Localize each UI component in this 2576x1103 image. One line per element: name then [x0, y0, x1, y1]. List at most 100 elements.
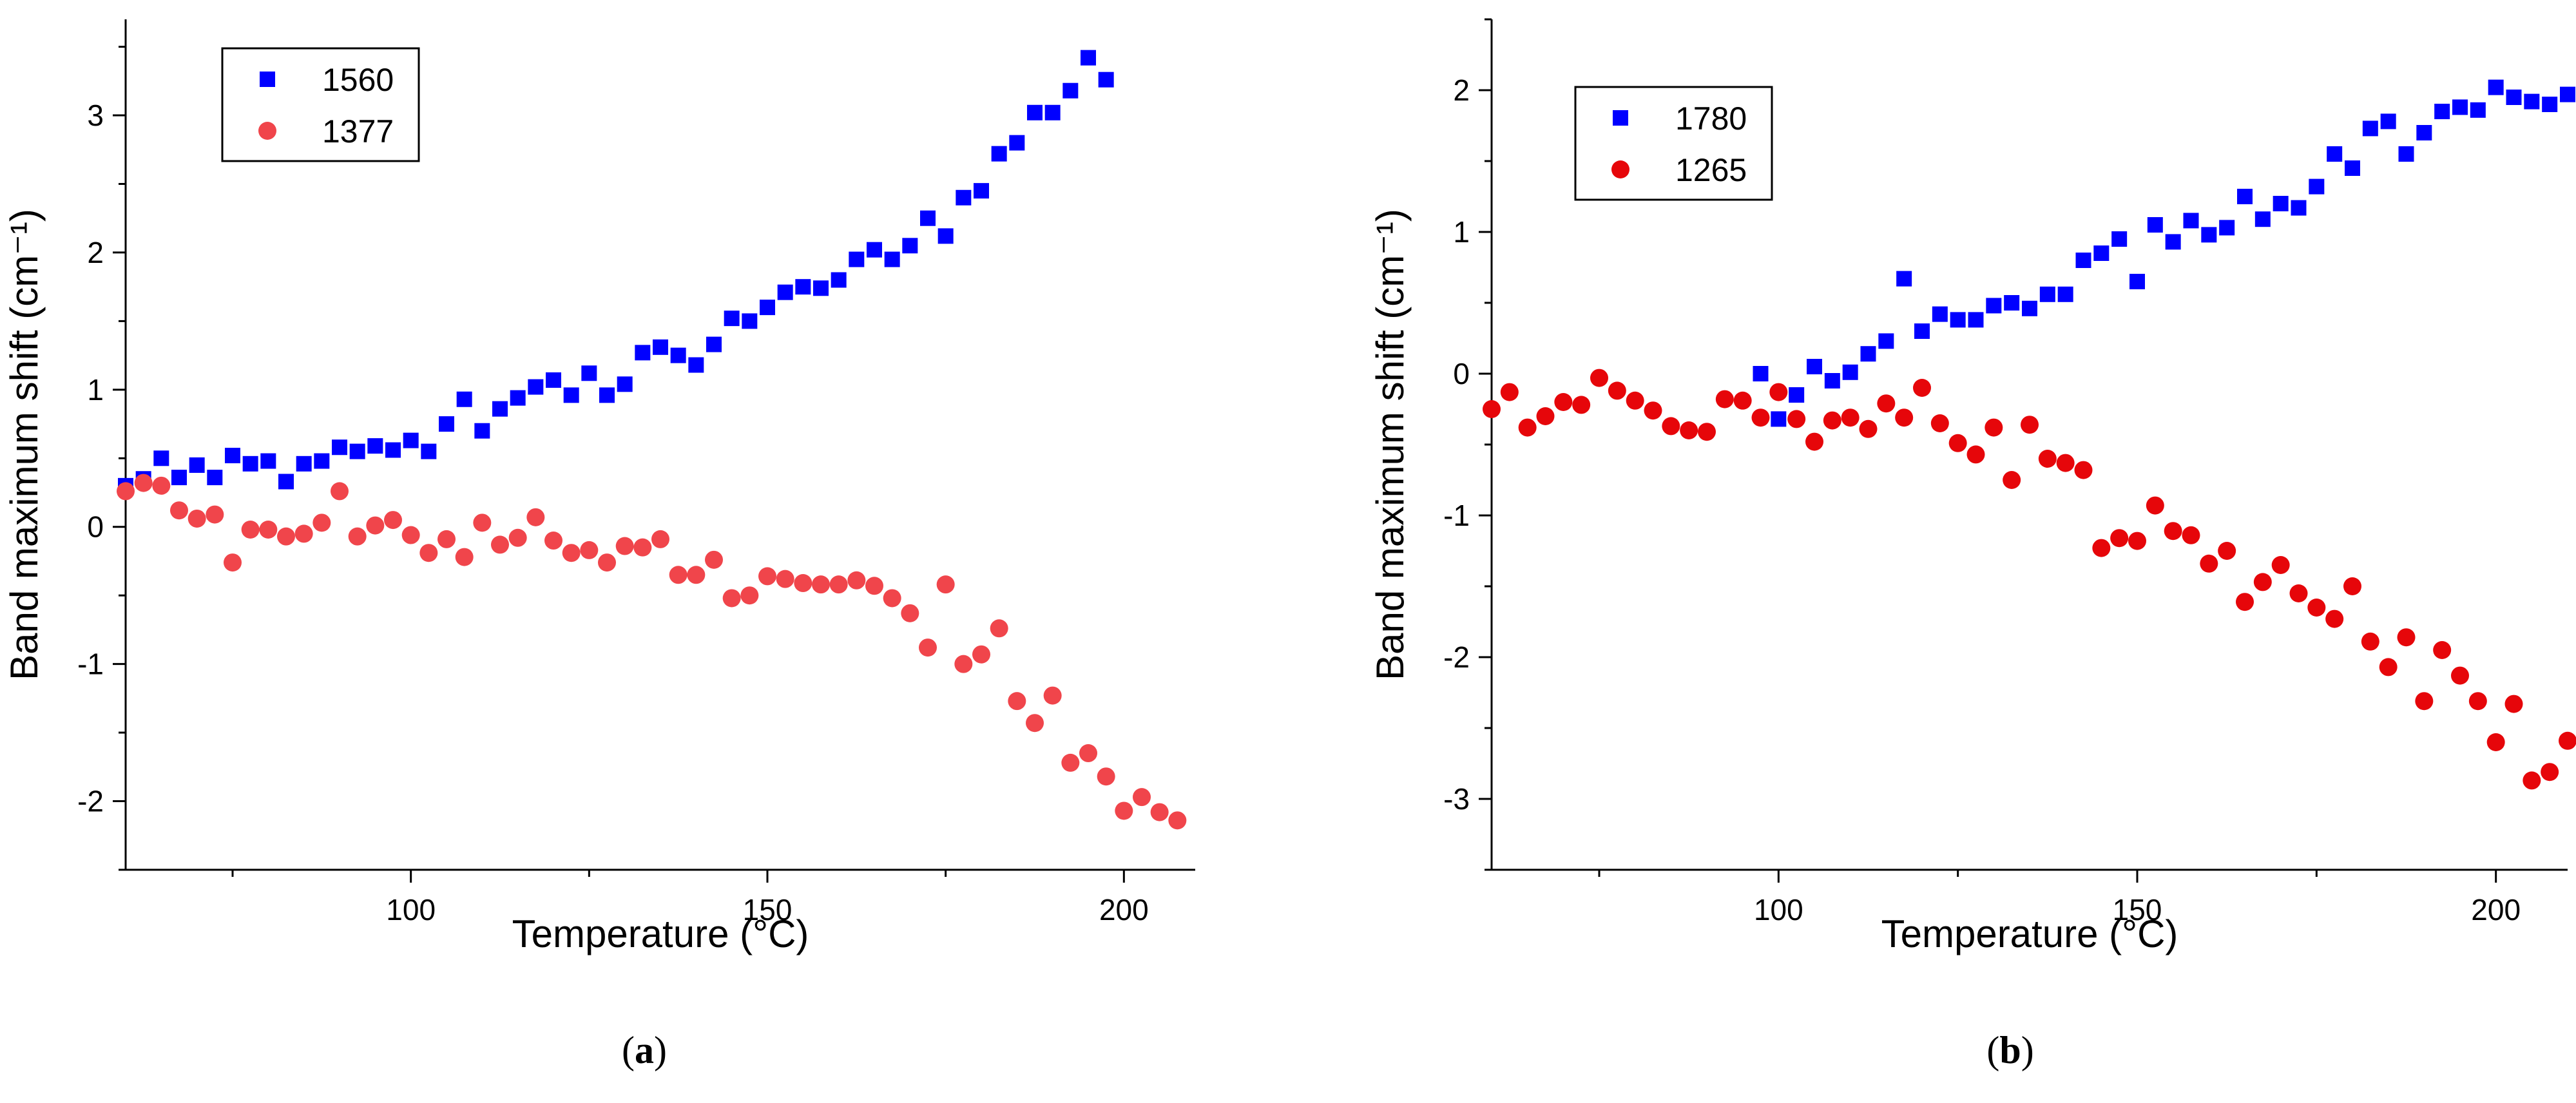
panel-a-point-1377	[312, 513, 331, 532]
panel-a-point-1377	[954, 655, 973, 673]
panel-b-point-1265	[2271, 556, 2290, 574]
panel-b-y-tick-label: 2	[1453, 73, 1470, 107]
panel-a-point-1377	[526, 508, 545, 526]
panel-a-point-1377	[1097, 767, 1115, 786]
panel-b-point-1780	[2506, 90, 2522, 105]
panel-b-series-1780	[1753, 79, 2575, 427]
panel-a-point-1560	[670, 347, 686, 363]
panel-b-point-1265	[2253, 573, 2272, 591]
panel-b-point-1265	[1859, 419, 1878, 438]
panel-b-point-1780	[2254, 211, 2271, 227]
panel-a-point-1560	[1062, 82, 1079, 99]
panel-b-point-1265	[2182, 526, 2200, 544]
panel-b-y-axis-title: Band maximum shift (cm⁻¹)	[1369, 209, 1412, 680]
panel-b-point-1265	[2074, 461, 2093, 479]
panel-b-x-tick-label: 150	[2113, 893, 2162, 926]
panel-a-point-1377	[883, 589, 901, 608]
panel-a-legend-label: 1560	[322, 62, 394, 98]
panel-b-point-1265	[2236, 593, 2254, 611]
panel-b-point-1780	[1932, 306, 1948, 322]
panel-b-point-1780	[2237, 189, 2253, 204]
panel-a-point-1560	[207, 470, 223, 486]
panel-b-point-1780	[1771, 411, 1787, 427]
panel-a-point-1377	[277, 527, 295, 546]
panel-b-point-1780	[2470, 102, 2486, 118]
panel-b-point-1265	[2325, 609, 2344, 628]
panel-b-y-tick-label: -3	[1443, 782, 1470, 816]
panel-b-point-1265	[1608, 381, 1626, 400]
panel-b-point-1265	[1895, 408, 1914, 427]
panel-a-legend-label: 1377	[322, 113, 394, 149]
panel-a: 100 150 200 -2 -1 0 1 2 3 Temperature (°C) Band ma…	[3, 19, 1195, 1071]
panel-a-y-tick-label: 2	[87, 236, 104, 269]
panel-a-y-axis-title: Band maximum shift (cm⁻¹)	[3, 209, 46, 680]
panel-b-point-1780	[2201, 227, 2217, 243]
panel-b-point-1265	[2146, 496, 2164, 515]
panel-b-point-1265	[2003, 471, 2021, 489]
panel-b-point-1265	[2164, 522, 2182, 541]
panel-b-point-1265	[2218, 542, 2236, 560]
panel-a-point-1560	[510, 390, 526, 406]
panel-b-point-1265	[1680, 421, 1698, 439]
panel-b-point-1265	[2559, 731, 2576, 750]
panel-a-point-1377	[1061, 753, 1080, 772]
panel-b-point-1780	[1789, 387, 1805, 403]
panel-b-point-1780	[1950, 312, 1966, 328]
panel-a-point-1560	[902, 238, 918, 254]
panel-b-point-1780	[2165, 234, 2181, 250]
panel-a-point-1560	[171, 470, 187, 486]
panel-a-point-1560	[760, 300, 775, 316]
panel-b-point-1265	[2110, 529, 2129, 548]
panel-b-point-1265	[1841, 408, 1860, 427]
panel-a-point-1377	[241, 521, 260, 539]
panel-a-point-1377	[740, 586, 759, 605]
panel-a-point-1560	[260, 453, 276, 469]
panel-a-point-1377	[473, 513, 492, 532]
panel-b-point-1780	[2542, 97, 2558, 112]
panel-b-point-1780	[2219, 220, 2235, 236]
panel-b-point-1265	[1823, 411, 1841, 430]
panel-a-point-1377	[669, 566, 687, 584]
panel-a-point-1377	[259, 521, 278, 539]
panel-b-point-1265	[2343, 577, 2361, 595]
panel-b-point-1265	[1715, 390, 1734, 408]
panel-a-point-1377	[990, 619, 1008, 638]
panel-a-point-1377	[491, 535, 509, 554]
panel-a-point-1377	[847, 571, 866, 590]
panel-a-point-1560	[1027, 104, 1043, 120]
panel-b-point-1780	[2309, 178, 2325, 195]
panel-b-point-1265	[1805, 432, 1823, 451]
panel-b-point-1265	[1751, 408, 1770, 427]
panel-b-point-1780	[2434, 104, 2450, 119]
panel-a-point-1377	[865, 577, 883, 595]
panel-a-point-1560	[599, 387, 615, 403]
panel-a-point-1377	[901, 604, 919, 622]
panel-a-point-1560	[581, 365, 597, 381]
panel-a-point-1560	[777, 284, 793, 300]
panel-a-point-1560	[492, 401, 508, 417]
panel-b-x-tick-label: 200	[2471, 893, 2521, 926]
panel-a-point-1560	[474, 423, 490, 439]
panel-a-point-1377	[936, 575, 955, 594]
panel-a-point-1560	[937, 228, 954, 244]
panel-a-point-1560	[332, 439, 347, 456]
panel-a-point-1377	[294, 524, 313, 543]
panel-a-point-1377	[1008, 692, 1026, 711]
panel-a-y-tick-label: 3	[87, 99, 104, 132]
panel-b-point-1780	[1842, 364, 1858, 380]
panel-b-x-tick-label: 100	[1754, 893, 1803, 926]
panel-b-point-1265	[1966, 445, 1985, 464]
panel-b-point-1265	[2056, 454, 2075, 472]
panel-a-point-1377	[794, 574, 812, 593]
panel-a-point-1377	[562, 544, 581, 562]
panel-a-point-1377	[224, 553, 242, 572]
panel-a-point-1560	[742, 313, 758, 329]
panel-a-y-tick-label: 0	[87, 510, 104, 544]
panel-b-point-1780	[2345, 160, 2360, 176]
panel-a-point-1560	[920, 210, 936, 226]
panel-b-caption: (b)	[1986, 1029, 2033, 1071]
panel-b-point-1780	[1896, 271, 1912, 287]
panel-b-point-1265	[1733, 391, 1752, 410]
panel-b-series-1265	[1483, 369, 2576, 790]
